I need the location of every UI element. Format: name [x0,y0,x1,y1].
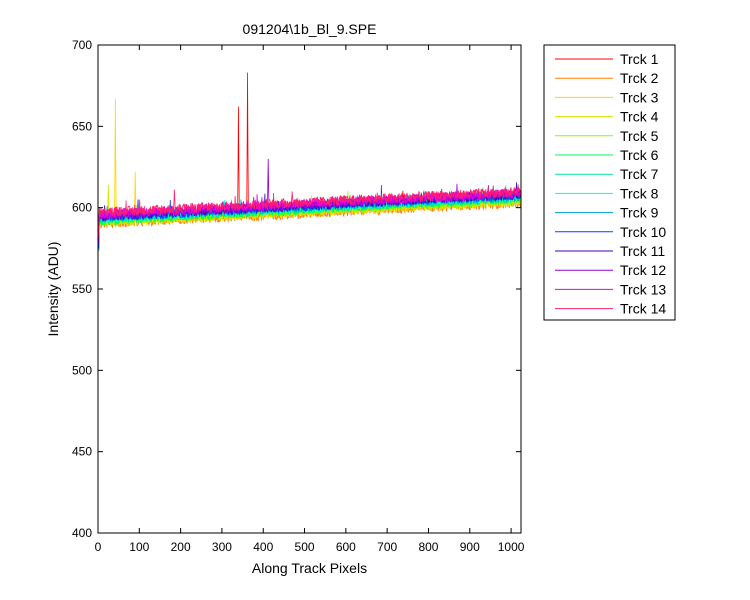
legend-label: Trck 5 [620,128,659,144]
legend-items: Trck 1 Trck 2 Trck 3 Trck 4 Trck 5 Trck 6 Trck… [555,51,666,317]
y-tick-label: 700 [72,38,92,52]
legend-label: Trck 1 [620,51,659,67]
x-tick-label: 600 [336,540,356,554]
x-axis-label: Along Track Pixels [252,560,367,576]
y-tick-label: 600 [72,201,92,215]
legend-label: Trck 11 [620,243,665,259]
legend: Trck 1 Trck 2 Trck 3 Trck 4 Trck 5 Trck 6 Trck… [543,44,676,321]
legend-label: Trck 14 [620,301,666,317]
y-tick-label: 450 [72,445,92,459]
x-tick-label: 800 [418,540,438,554]
y-axis-label: Intensity (ADU) [45,242,61,337]
legend-label: Trck 13 [620,281,666,297]
y-tick-label: 550 [72,282,92,296]
x-tick-label: 500 [295,540,315,554]
x-axis-ticks: 0 100 200 300 400 500 600 700 800 900 1000 [95,45,525,554]
x-tick-label: 900 [460,540,480,554]
y-tick-label: 500 [72,363,92,377]
y-axis-ticks: 400 450 500 550 600 650 700 [72,38,521,540]
x-tick-label: 1000 [498,540,525,554]
legend-label: Trck 3 [620,89,659,105]
x-tick-label: 100 [129,540,149,554]
legend-box [543,44,676,321]
y-tick-label: 400 [72,526,92,540]
x-tick-label: 0 [95,540,102,554]
legend-label: Trck 12 [620,262,666,278]
x-tick-label: 200 [171,540,191,554]
series-line-trck-14 [97,184,521,238]
x-tick-label: 300 [212,540,232,554]
legend-label: Trck 2 [620,70,659,86]
plot-area [98,45,521,533]
chart-title: 091204\1b_Bl_9.SPE [243,21,377,37]
x-tick-label: 400 [253,540,273,554]
legend-label: Trck 10 [620,224,666,240]
legend-label: Trck 7 [620,166,659,182]
legend-label: Trck 8 [620,185,659,201]
y-tick-label: 650 [72,119,92,133]
x-tick-label: 700 [377,540,397,554]
legend-label: Trck 9 [620,205,659,221]
legend-label: Trck 4 [620,109,659,125]
series-group [97,72,521,255]
legend-label: Trck 6 [620,147,659,163]
